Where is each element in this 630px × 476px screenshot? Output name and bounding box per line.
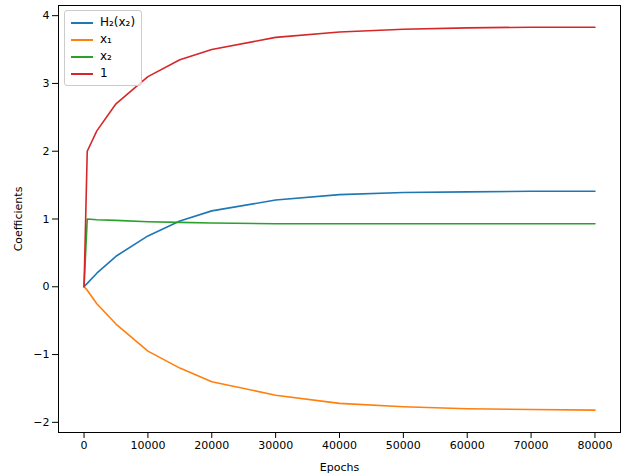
svg-text:70000: 70000 <box>514 439 549 452</box>
svg-text:60000: 60000 <box>450 439 485 452</box>
svg-text:20000: 20000 <box>194 439 229 452</box>
svg-text:−2: −2 <box>33 416 49 429</box>
svg-text:−1: −1 <box>33 348 49 361</box>
svg-text:0: 0 <box>81 439 88 452</box>
svg-text:4: 4 <box>43 9 50 22</box>
svg-text:2: 2 <box>43 145 50 158</box>
svg-text:30000: 30000 <box>258 439 293 452</box>
svg-text:40000: 40000 <box>322 439 357 452</box>
svg-text:50000: 50000 <box>386 439 421 452</box>
svg-text:0: 0 <box>43 280 50 293</box>
html-text:x₁: x₁ <box>100 32 112 46</box>
html-text:1: 1 <box>100 66 108 80</box>
svg-text:3: 3 <box>43 77 50 90</box>
svg-text:10000: 10000 <box>130 439 165 452</box>
html-text:H₂(x₂): H₂(x₂) <box>100 15 136 29</box>
svg-text:Coefficients: Coefficients <box>12 186 25 251</box>
svg-text:1: 1 <box>43 213 50 226</box>
svg-text:Epochs: Epochs <box>320 461 360 474</box>
svg-text:80000: 80000 <box>577 439 612 452</box>
html-text:x₂: x₂ <box>100 49 112 63</box>
